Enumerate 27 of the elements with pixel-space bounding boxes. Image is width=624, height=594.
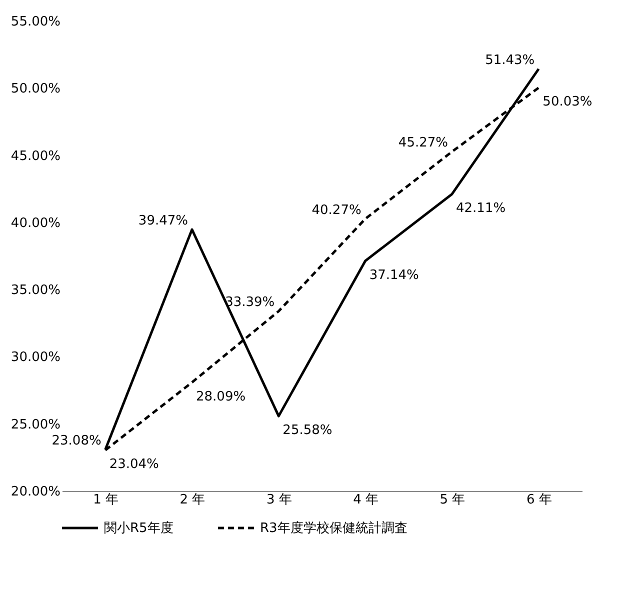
y-tick-label: 35.00% bbox=[10, 283, 60, 298]
x-tick-label: 6 年 bbox=[526, 492, 552, 508]
x-tick-label: 4 年 bbox=[353, 492, 379, 508]
data-label: 37.14% bbox=[369, 268, 419, 283]
x-tick-label: 3 年 bbox=[266, 492, 292, 508]
legend-label: R3年度学校保健統計調査 bbox=[260, 520, 408, 536]
data-label: 23.04% bbox=[109, 457, 159, 472]
y-tick-label: 20.00% bbox=[10, 484, 60, 500]
x-tick-label: 1 年 bbox=[93, 492, 119, 508]
y-tick-label: 45.00% bbox=[10, 148, 60, 164]
data-label: 42.11% bbox=[456, 201, 506, 216]
data-label: 45.27% bbox=[398, 136, 448, 151]
y-tick-label: 25.00% bbox=[10, 417, 60, 432]
data-label: 25.58% bbox=[282, 423, 332, 438]
y-tick-label: 40.00% bbox=[10, 216, 60, 231]
y-tick-label: 50.00% bbox=[10, 82, 60, 97]
data-label: 40.27% bbox=[312, 202, 362, 218]
data-label: 23.08% bbox=[52, 434, 102, 449]
legend-label: 関小R5年度 bbox=[104, 520, 174, 536]
x-tick-label: 2 年 bbox=[180, 492, 206, 508]
data-label: 39.47% bbox=[138, 214, 188, 229]
data-label: 28.09% bbox=[196, 389, 246, 404]
data-label: 51.43% bbox=[485, 52, 535, 68]
data-label: 50.03% bbox=[542, 94, 592, 110]
y-tick-label: 30.00% bbox=[10, 350, 60, 366]
y-tick-label: 55.00% bbox=[10, 14, 60, 30]
x-tick-label: 5 年 bbox=[440, 492, 466, 508]
